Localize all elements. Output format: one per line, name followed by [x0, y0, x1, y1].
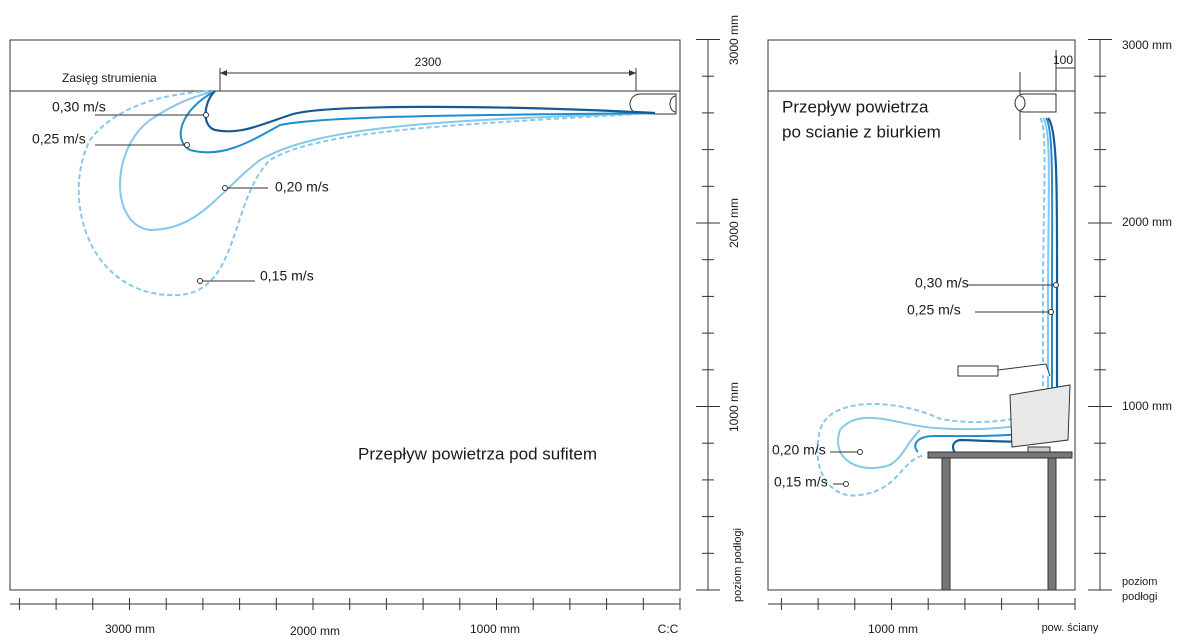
axis-label: 3000 mm [727, 15, 741, 65]
speed-label: 0,30 m/s [52, 99, 106, 115]
axis-label: 1000 mm [727, 382, 741, 432]
caption: po scianie z biurkiem [782, 122, 941, 141]
flow-020 [119, 90, 656, 232]
flow-015 [77, 90, 656, 297]
leaders [830, 282, 1059, 487]
leaders [95, 112, 268, 284]
speed-label: 0,15 m/s [260, 268, 314, 284]
speed-label: 0,25 m/s [907, 302, 961, 318]
flow-025 [179, 90, 656, 154]
flow-020 [837, 117, 1050, 470]
room-frame [767, 39, 1076, 591]
axis-label: 2000 mm [290, 624, 340, 638]
axis-label: poziom podłogi [732, 528, 744, 602]
flow-030 [204, 90, 656, 133]
axis-label: C:C [658, 622, 679, 636]
room-frame [9, 39, 681, 591]
speed-label: 0,30 m/s [915, 275, 969, 291]
desk [927, 363, 1073, 591]
range-label: Zasięg strumienia [62, 71, 157, 85]
axis-label: poziom [1122, 576, 1157, 588]
axis-label: 2000 mm [1122, 215, 1172, 229]
axis-label: 1000 mm [868, 622, 918, 636]
axis-label: 1000 mm [1122, 399, 1172, 413]
speed-label: 0,25 m/s [32, 131, 86, 147]
diffuser [1014, 93, 1057, 113]
offset-label: 100 [1053, 53, 1073, 67]
speed-label: 0,15 m/s [774, 474, 828, 490]
axis-label: 3000 mm [105, 622, 155, 636]
axis-label: 1000 mm [470, 622, 520, 636]
caption: Przepływ powietrza pod sufitem [358, 444, 597, 463]
flow-015 [816, 117, 1046, 497]
distance-label: 2300 [415, 55, 442, 69]
axis-label: podłogi [1122, 591, 1157, 603]
caption: Przepływ powietrza [782, 97, 929, 116]
speed-label: 0,20 m/s [275, 179, 329, 195]
axis-label: 3000 mm [1122, 38, 1172, 52]
speed-label: 0,20 m/s [772, 442, 826, 458]
axis-label: pow. ściany [1042, 622, 1099, 634]
axis-label: 2000 mm [727, 198, 741, 248]
dimension [219, 68, 637, 91]
